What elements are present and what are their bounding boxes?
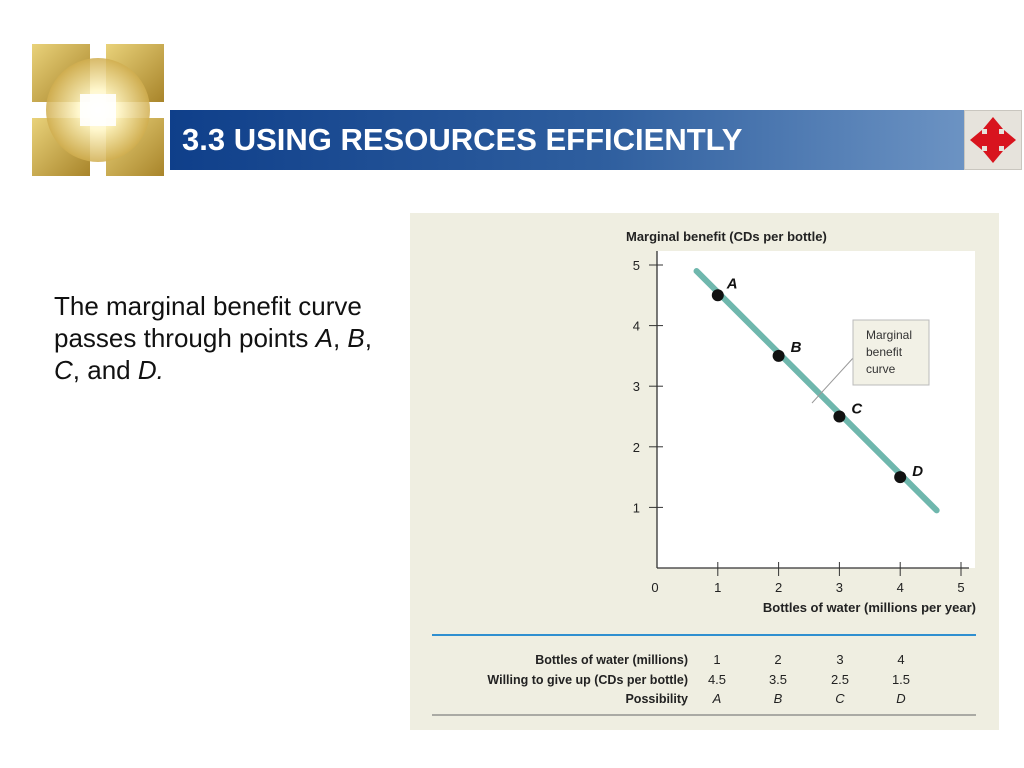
point-a-ref: A (315, 323, 333, 353)
table-cell: 1 (713, 652, 720, 667)
table-row-header: Possibility (625, 692, 688, 706)
point-b-ref: B (347, 323, 365, 353)
table-row-header: Bottles of water (millions) (535, 653, 688, 667)
body-text-part: , and (72, 355, 138, 385)
table-cell: 4.5 (708, 672, 726, 687)
body-text-part: , (364, 323, 372, 353)
point-label-d: D (912, 463, 923, 480)
point-b (772, 349, 785, 362)
table-cell: 3.5 (769, 672, 787, 687)
x-tick-label: 3 (836, 580, 843, 595)
marginal-benefit-curve (693, 268, 940, 514)
body-text-part: , (332, 323, 348, 353)
x-tick-label: 4 (897, 580, 904, 595)
y-tick-label: 1 (633, 500, 640, 515)
point-c (833, 410, 846, 423)
curve-label-line: curve (866, 362, 896, 376)
table-cell: 2 (774, 652, 781, 667)
y-tick-label: 2 (633, 440, 640, 455)
x-tick-label: 2 (775, 580, 782, 595)
point-d (894, 471, 907, 484)
table-cell: 2.5 (831, 672, 849, 687)
four-way-arrows-icon (970, 117, 1016, 163)
x-tick-label: 1 (714, 580, 721, 595)
body-text-part: The marginal benefit curve passes throug… (54, 291, 362, 353)
table-cell: 4 (897, 652, 904, 667)
y-tick-label: 5 (633, 258, 640, 273)
plot-area (657, 251, 975, 568)
body-text: The marginal benefit curve passes throug… (54, 290, 384, 386)
point-label-a: A (726, 275, 738, 292)
x-axis-label: Bottles of water (millions per year) (763, 600, 976, 615)
point-d-ref: D. (137, 355, 164, 385)
y-tick-label: 4 (633, 319, 640, 334)
x-tick-label: 5 (957, 580, 964, 595)
y-axis-label: Marginal benefit (CDs per bottle) (626, 229, 827, 244)
sunburst-squares-logo-icon (32, 44, 164, 176)
slide-title: 3.3 USING RESOURCES EFFICIENTLY (182, 122, 743, 157)
table-cell: D (896, 691, 905, 706)
table-cell: B (774, 691, 783, 706)
chart-figure: Marginal benefit (CDs per bottle) 1 2 3 4 5 0 1… (410, 213, 999, 730)
point-label-c: C (851, 401, 863, 418)
table-cell: C (835, 691, 845, 706)
curve-label-leader (811, 356, 855, 404)
curve-label-line: Marginal (866, 328, 912, 342)
table-cell: 3 (836, 652, 843, 667)
navigation-button[interactable] (964, 110, 1022, 170)
y-tick-label: 3 (633, 379, 640, 394)
marginal-benefit-chart: Marginal benefit (CDs per bottle) 1 2 3 4 5 0 1… (432, 229, 976, 716)
curve-label-line: benefit (866, 345, 903, 359)
table-row-header: Willing to give up (CDs per bottle) (487, 673, 688, 687)
point-c-ref: C (54, 355, 73, 385)
point-label-b: B (791, 339, 802, 356)
title-bar: 3.3 USING RESOURCES EFFICIENTLY (170, 110, 965, 170)
table-cell: A (712, 691, 722, 706)
point-a (711, 289, 724, 302)
curve-label-box (852, 319, 930, 386)
table-cell: 1.5 (892, 672, 910, 687)
x-tick-label: 0 (651, 580, 658, 595)
